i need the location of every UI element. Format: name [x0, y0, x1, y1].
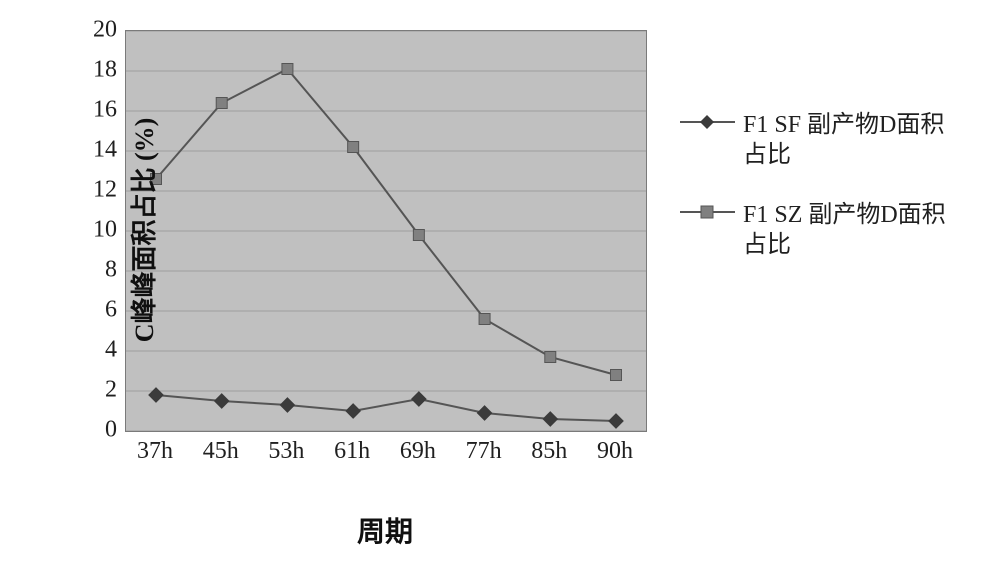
legend-label-sz: F1 SZ 副产物D面积占比: [743, 200, 963, 260]
x-axis-title: 周期: [357, 510, 413, 550]
legend-item-sz: F1 SZ 副产物D面积占比: [680, 200, 970, 260]
x-tick-label: 53h: [268, 438, 304, 465]
legend-sample-diamond: [680, 112, 735, 142]
y-tick-label: 8: [77, 257, 117, 284]
x-tick-label: 77h: [466, 438, 502, 465]
plot-area: [125, 30, 647, 432]
y-tick-label: 4: [77, 337, 117, 364]
chart-container: 0 2 4 6 8 10 12 14 16 18 20 37h 45h 53h 61h 69h 77h 85h 9…: [0, 0, 1000, 581]
y-tick-label: 20: [77, 17, 117, 44]
legend-sample-square: [680, 202, 735, 232]
gridlines: [126, 31, 646, 431]
y-tick-label: 14: [77, 137, 117, 164]
legend-item-sf: F1 SF 副产物D面积占比: [680, 110, 970, 170]
y-tick-label: 18: [77, 57, 117, 84]
x-tick-label: 69h: [400, 438, 436, 465]
x-tick-label: 85h: [531, 438, 567, 465]
legend-label-sf: F1 SF 副产物D面积占比: [743, 110, 963, 170]
y-tick-label: 16: [77, 97, 117, 124]
plot-svg: [126, 31, 646, 431]
y-tick-label: 10: [77, 217, 117, 244]
x-tick-label: 90h: [597, 438, 633, 465]
y-tick-label: 6: [77, 297, 117, 324]
y-tick-label: 2: [77, 377, 117, 404]
x-tick-label: 45h: [203, 438, 239, 465]
x-tick-label: 61h: [334, 438, 370, 465]
y-axis-title: C峰峰面积占比 (%): [124, 118, 161, 343]
y-tick-label: 12: [77, 177, 117, 204]
series-group: [149, 64, 623, 429]
y-tick-label: 0: [77, 417, 117, 444]
legend: F1 SF 副产物D面积占比 F1 SZ 副产物D面积占比: [680, 110, 970, 290]
x-tick-label: 37h: [137, 438, 173, 465]
